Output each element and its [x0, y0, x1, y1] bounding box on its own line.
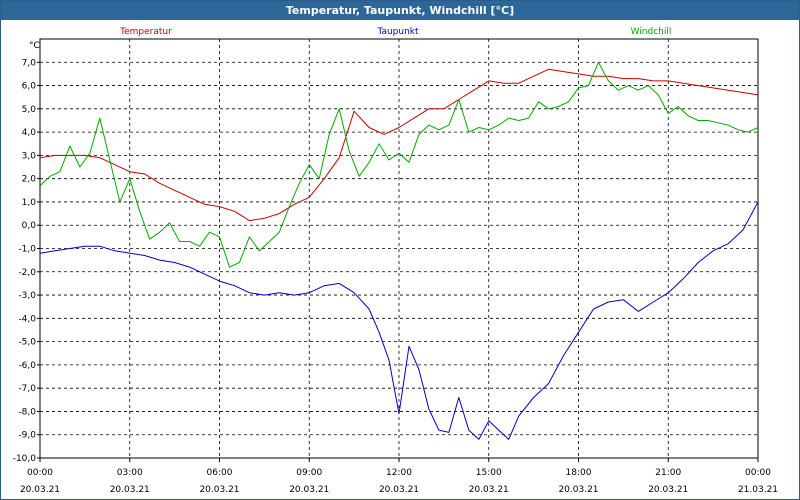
y-tick-label: 7,0 — [22, 58, 37, 68]
legend-taupunkt: Taupunkt — [376, 27, 419, 37]
grid-lines — [40, 39, 758, 459]
y-tick-label: -1,0 — [18, 245, 36, 255]
x-tick-date: 20.03.21 — [558, 485, 598, 495]
x-tick-date: 20.03.21 — [110, 485, 150, 495]
y-tick-label: -7,0 — [18, 384, 36, 394]
legend: Temperatur Taupunkt Windchill — [119, 27, 671, 37]
x-tick-date: 20.03.21 — [379, 485, 419, 495]
x-tick-date: 21.03.21 — [738, 485, 778, 495]
x-tick-time: 09:00 — [296, 468, 322, 478]
y-axis-label: °C — [29, 41, 40, 51]
y-tick-label: -6,0 — [18, 361, 36, 371]
series-lines — [39, 61, 759, 440]
y-tick-label: -3,0 — [18, 291, 36, 301]
series-line-windchill — [39, 61, 759, 268]
x-tick-date: 20.03.21 — [648, 485, 688, 495]
y-tick-label: 2,0 — [22, 175, 37, 185]
x-tick-date: 20.03.21 — [289, 485, 329, 495]
window-title: Temperatur, Taupunkt, Windchill [°C] — [1, 1, 799, 20]
x-tick-time: 12:00 — [386, 468, 412, 478]
x-tick-date: 20.03.21 — [20, 485, 60, 495]
y-tick-label: -8,0 — [18, 407, 36, 417]
x-tick-time: 15:00 — [476, 468, 502, 478]
x-tick-time: 18:00 — [566, 468, 592, 478]
y-tick-label: 5,0 — [22, 105, 37, 115]
y-tick-label: -4,0 — [18, 314, 36, 324]
series-line-temperatur — [39, 68, 759, 222]
line-chart: 7,0 6,0 5,0 4,0 3,0 2,0 1,0 0,0 -1,0 -2,0 -3,0 -4,0… — [13, 27, 778, 495]
x-tick-time: 21:00 — [655, 468, 681, 478]
legend-temperatur: Temperatur — [119, 27, 172, 37]
y-tick-label: -2,0 — [18, 268, 36, 278]
y-tick-label: 1,0 — [22, 198, 37, 208]
y-tick-label: -5,0 — [18, 338, 36, 348]
x-tick-time: 00:00 — [745, 468, 771, 478]
y-tick-label: -10,0 — [13, 454, 37, 464]
y-tick-label: -9,0 — [18, 431, 36, 441]
y-axis-ticks: 7,0 6,0 5,0 4,0 3,0 2,0 1,0 0,0 -1,0 -2,0 -3,0 -4,0… — [13, 58, 40, 464]
x-tick-date: 20.03.21 — [199, 485, 239, 495]
y-tick-label: 0,0 — [22, 221, 37, 231]
x-tick-time: 06:00 — [207, 468, 233, 478]
series-line-taupunkt — [39, 201, 759, 440]
y-tick-label: 6,0 — [22, 82, 37, 92]
y-tick-label: 3,0 — [22, 151, 37, 161]
x-tick-time: 03:00 — [117, 468, 143, 478]
legend-windchill: Windchill — [631, 27, 672, 37]
x-axis-ticks: 00:00 20.03.21 03:00 20.03.21 06:00 20.03.21 0… — [20, 458, 778, 495]
y-tick-label: 4,0 — [22, 128, 37, 138]
x-tick-date: 20.03.21 — [469, 485, 509, 495]
x-tick-time: 00:00 — [27, 468, 53, 478]
